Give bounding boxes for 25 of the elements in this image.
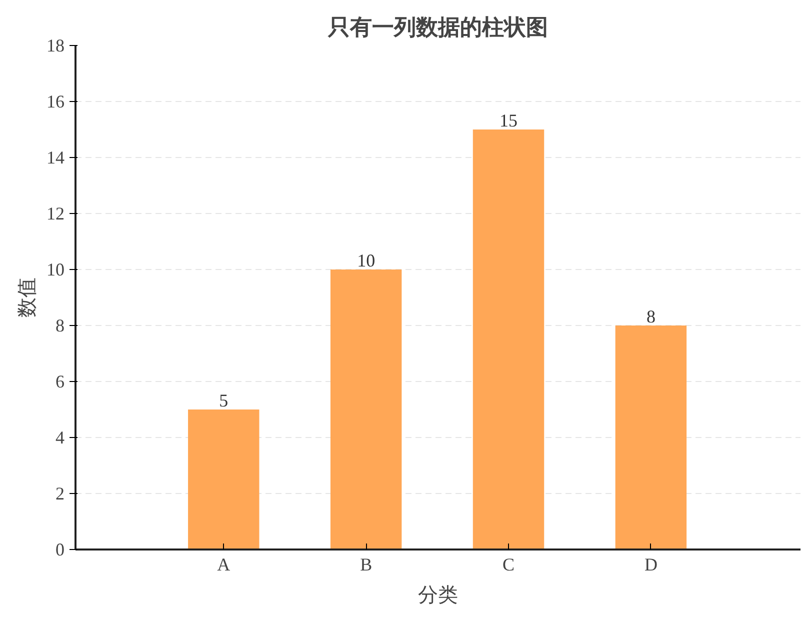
bar bbox=[188, 410, 260, 550]
bar bbox=[330, 270, 402, 550]
bar bbox=[615, 326, 687, 550]
y-tick-label: 14 bbox=[46, 148, 64, 168]
y-tick-label: 6 bbox=[56, 372, 64, 392]
y-tick-label: 0 bbox=[56, 540, 64, 560]
y-tick-label: 10 bbox=[46, 260, 64, 280]
data-label: 5 bbox=[219, 390, 228, 410]
bar bbox=[472, 130, 544, 550]
y-axis-title: 数值 bbox=[14, 278, 38, 318]
x-axis-title: 分类 bbox=[418, 582, 458, 606]
x-tick-label: B bbox=[360, 554, 372, 574]
chart-title: 只有一列数据的柱状图 bbox=[327, 14, 548, 40]
x-tick-label: D bbox=[644, 554, 658, 574]
y-tick-label: 16 bbox=[46, 92, 64, 112]
y-tick-label: 18 bbox=[46, 36, 64, 56]
data-label: 10 bbox=[357, 250, 376, 270]
x-tick-label: A bbox=[217, 554, 230, 574]
y-tick-label: 12 bbox=[46, 204, 64, 224]
y-tick-label: 4 bbox=[56, 428, 64, 448]
data-label: 15 bbox=[500, 110, 518, 130]
y-tick-label: 8 bbox=[56, 316, 64, 336]
data-label: 8 bbox=[646, 306, 656, 326]
y-tick-label: 2 bbox=[56, 484, 64, 504]
x-tick-label: C bbox=[502, 554, 515, 574]
